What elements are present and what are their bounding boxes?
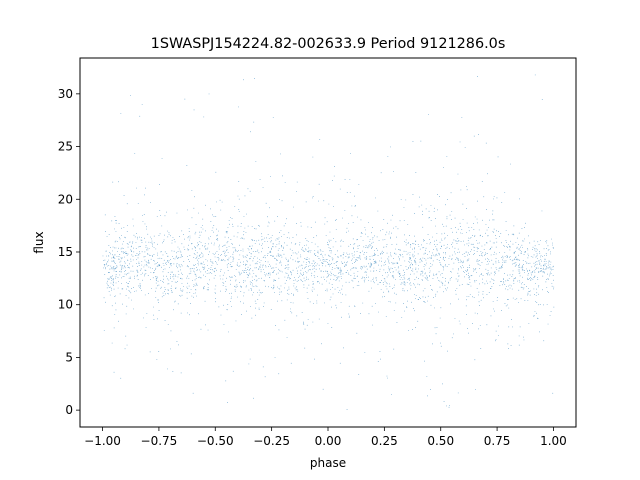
y-tick-label: 20: [58, 192, 73, 206]
x-axis-label: phase: [310, 456, 346, 470]
y-tick-label: 15: [58, 245, 73, 259]
x-tick-label: 0.75: [484, 434, 511, 448]
x-axis-ticks: −1.00 −0.75 −0.50 −0.25 0.00 0.25 0.50 0.75 1.00: [84, 427, 567, 448]
y-tick-label: 25: [58, 140, 73, 154]
x-tick-label: 0.00: [315, 434, 342, 448]
y-tick-label: 0: [65, 403, 73, 417]
y-tick-label: 5: [65, 350, 73, 364]
x-tick-label: −1.00: [84, 434, 121, 448]
x-tick-label: 1.00: [540, 434, 567, 448]
x-tick-label: 0.25: [371, 434, 398, 448]
y-axis-ticks: 0 5 10 15 20 25 30: [58, 87, 80, 417]
y-tick-label: 30: [58, 87, 73, 101]
x-tick-label: −0.50: [197, 434, 234, 448]
y-tick-label: 10: [58, 298, 73, 312]
chart-title: 1SWASPJ154224.82-002633.9 Period 9121286…: [151, 36, 506, 52]
x-tick-label: −0.75: [141, 434, 178, 448]
y-axis-label: flux: [32, 231, 46, 253]
x-tick-label: 0.50: [427, 434, 454, 448]
x-tick-label: −0.25: [253, 434, 290, 448]
